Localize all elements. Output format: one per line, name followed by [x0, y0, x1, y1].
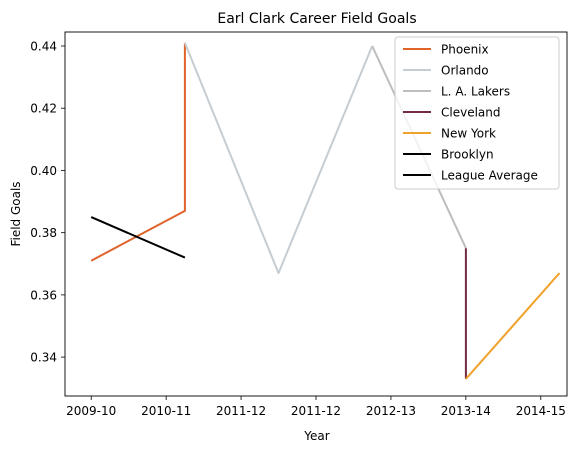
- legend: Phoenix Orlando L. A. Lakers Cleveland New Y…: [394, 36, 560, 190]
- x-tick-label: 2011-12: [216, 404, 266, 418]
- y-tick-label: 0.40: [30, 164, 57, 178]
- legend-label-league-average: League Average: [441, 169, 538, 183]
- x-tick-label: 2013-14: [441, 404, 491, 418]
- series-line-phoenix: [90, 42, 186, 262]
- x-axis-label: Year: [303, 429, 329, 443]
- x-tick-label: 2009-10: [66, 404, 116, 418]
- legend-label-l-a-lakers: L. A. Lakers: [441, 85, 510, 99]
- x-tick-label: 2014-15: [516, 404, 566, 418]
- x-tick-label: 2010-11: [141, 404, 191, 418]
- y-tick-label: 0.34: [30, 351, 57, 365]
- y-axis-ticks: 0.34 0.36 0.38 0.40 0.42 0.44: [30, 40, 65, 365]
- legend-label-cleveland: Cleveland: [441, 106, 501, 120]
- legend-label-new-york: New York: [441, 127, 496, 141]
- series-line-orlando: [183, 42, 374, 275]
- legend-label-phoenix: Phoenix: [441, 43, 489, 57]
- legend-box: [394, 36, 560, 190]
- legend-label-brooklyn: Brooklyn: [441, 148, 494, 162]
- series-line-league-average: [90, 216, 186, 259]
- legend-label-orlando: Orlando: [441, 64, 489, 78]
- chart-title: Earl Clark Career Field Goals: [217, 11, 416, 27]
- y-tick-label: 0.44: [30, 40, 57, 54]
- series-line-new-york: [465, 272, 561, 380]
- x-axis-ticks: 2009-10 2010-11 2011-12 2011-12 2012-13 2013-…: [66, 396, 566, 418]
- y-tick-label: 0.38: [30, 226, 57, 240]
- x-tick-label: 2012-13: [366, 404, 416, 418]
- y-tick-label: 0.36: [30, 288, 57, 302]
- y-tick-label: 0.42: [30, 102, 57, 116]
- x-tick-label: 2011-12: [291, 404, 341, 418]
- y-axis-label: Field Goals: [9, 181, 23, 246]
